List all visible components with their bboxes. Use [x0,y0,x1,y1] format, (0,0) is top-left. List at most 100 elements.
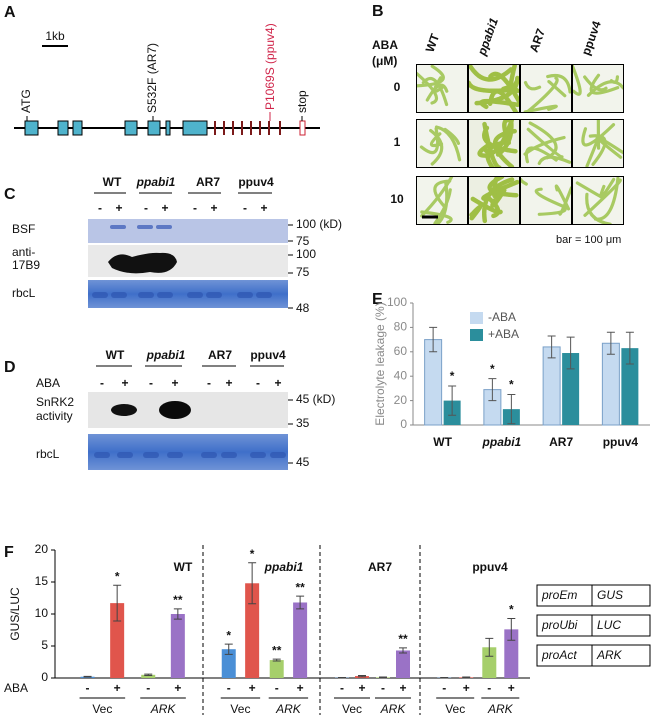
x-tick-label: WT [433,435,452,449]
treatment-label: + [121,376,128,390]
y-axis-label: GUS/LUC [8,587,22,641]
rbcl-band [167,452,183,458]
filament [491,176,507,200]
scale-note: bar = 100 μm [556,234,621,246]
bar [170,614,185,678]
construct-part: proEm [541,588,577,602]
row-header: ABA [372,38,398,52]
filament [468,80,517,94]
panel-label: C [4,186,16,203]
treatment-label: + [225,376,232,390]
significance: * [250,547,255,561]
micrograph [572,64,624,113]
group-label: ppabi1 [264,560,304,574]
annotation: ATG [19,89,33,113]
y-tick-label: 5 [41,638,48,652]
filament [572,64,582,96]
error-bar [248,562,257,605]
bar [293,602,308,678]
micrograph-frame [416,119,468,168]
row-label: SnRK2 [36,395,74,409]
column-header: ppabi1 [136,175,176,189]
row-label: 17B9 [12,258,40,272]
filament [483,119,514,156]
legend-swatch [470,329,483,341]
panel-a: A 1kb ATG S532F (AR7) P1069S (ppuv4) sto… [4,4,320,136]
rbcl-band [256,292,272,298]
bar [542,346,561,426]
micrograph-frame [520,176,572,225]
error-bar [625,331,634,365]
y-tick-label: 10 [35,606,49,620]
treatment-label: - [487,681,491,695]
treatment-title: ABA [4,681,28,695]
exons [24,120,208,136]
treatment-label: + [260,201,267,215]
construct-label: Vec [92,702,112,716]
column-header: WT [106,348,125,362]
row-label: rbcL [36,447,60,461]
treatment-label: - [207,376,211,390]
filament [583,178,622,217]
scale-label: 1kb [45,29,65,43]
y-tick-label: 15 [35,574,49,588]
error-bar [485,637,494,657]
treatment-label: + [399,681,406,695]
significance: * [509,603,514,617]
annotation: S532F (AR7) [145,43,159,113]
significance: * [226,628,231,642]
construct-part: proUbi [541,618,578,632]
rbcl-band [117,452,133,458]
filament [558,186,572,216]
micrograph-frame [468,64,520,113]
rbcl-band [237,292,253,298]
micrograph-frame [468,119,520,168]
activity-band [159,401,191,419]
significance: * [490,362,495,376]
error-bar [566,336,575,370]
construct-label: Vec [342,702,362,716]
treatment-label: - [243,201,247,215]
panel-label: B [372,3,384,20]
filament [575,181,605,200]
row-label: 0 [394,80,401,94]
filament [585,192,612,225]
panel-b: B ABA (μM) WT ppabi1 AR7 ppuv4 0 1 10 ba… [372,3,624,246]
micrograph [520,119,572,168]
construct-part: proAct [541,648,577,662]
activity-band [111,404,137,416]
filament [416,71,438,105]
treatment-label: - [340,681,344,695]
gel-bsf [88,219,288,243]
treatment-label: + [358,681,365,695]
bar [221,649,236,678]
micrograph [572,176,624,225]
group-label: AR7 [368,560,392,574]
rbcl-band [94,452,110,458]
error-bar [462,676,471,679]
error-bar [399,647,407,654]
column-header: ppabi1 [146,348,186,362]
micrograph-frame [520,119,572,168]
treatment-label: + [249,681,256,695]
treatment-label: + [174,681,181,695]
bar [601,342,620,426]
error-bar [224,643,233,655]
row-label: 10 [390,192,404,206]
filament [585,134,601,168]
construct-label: ARK [275,702,302,716]
bar [562,353,580,425]
filament [524,146,558,164]
filament [487,196,501,219]
filament [523,104,558,113]
construct-box [536,644,651,667]
construct-label: Vec [230,702,250,716]
rbcl-band [250,452,266,458]
bar [269,660,284,678]
marker: 45 [296,455,310,469]
micrograph-frame [416,176,468,225]
marker-ticks [288,224,293,309]
rbcl-band [157,292,173,298]
error-bar [606,331,615,355]
